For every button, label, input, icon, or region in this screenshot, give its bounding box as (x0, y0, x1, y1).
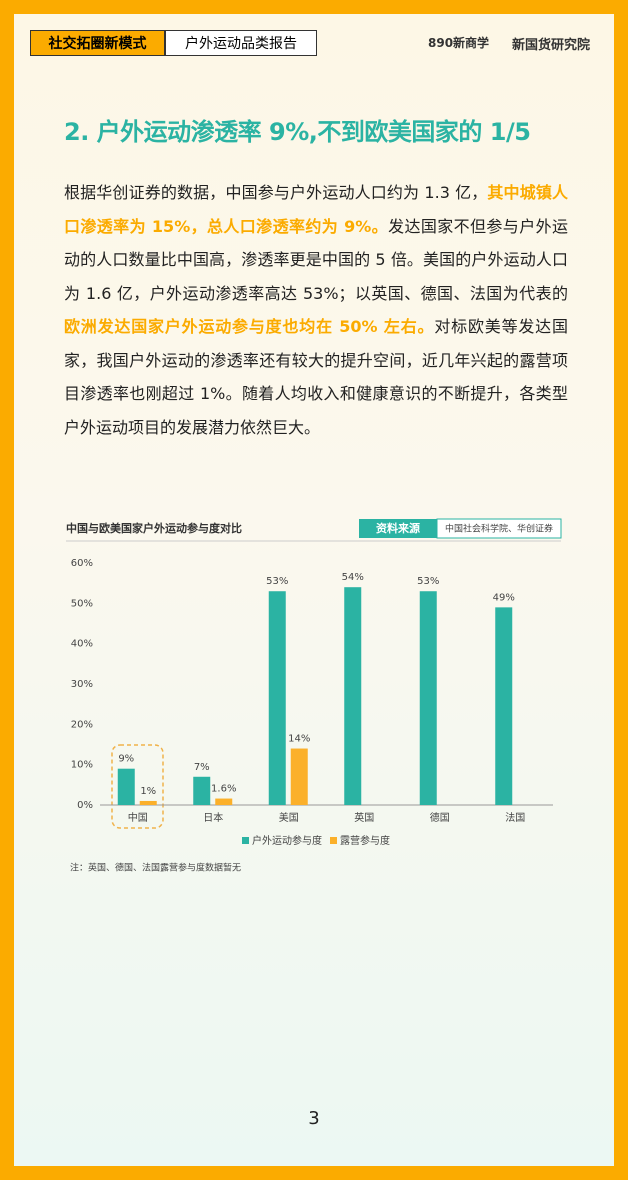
y-tick-label: 40% (71, 639, 93, 650)
header-report: 户外运动品类报告 (165, 30, 317, 56)
legend-label: 户外运动参与度 (252, 834, 322, 847)
text-run: 根据华创证券的数据，中国参与户外运动人口约为 1.3 亿， (64, 183, 488, 202)
x-tick-label: 法国 (505, 811, 525, 824)
x-tick-label: 英国 (354, 811, 374, 824)
bar (290, 748, 308, 805)
header-tab: 社交拓圈新模式 (30, 30, 165, 56)
value-label: 53% (266, 576, 288, 587)
x-tick-label: 中国 (128, 811, 148, 824)
value-label: 54% (342, 572, 364, 583)
text-run: 其中城镇人口渗透率为 15%，总人口渗透率约为 9%。 (64, 183, 568, 236)
source-label: 资料来源 (376, 521, 420, 535)
bar (117, 768, 135, 805)
value-label: 1% (140, 786, 156, 797)
legend-swatch (242, 837, 249, 844)
x-tick-label: 德国 (430, 811, 450, 824)
source-box (436, 518, 562, 539)
source-tag (359, 519, 437, 538)
value-label: 53% (417, 576, 439, 587)
bar (268, 591, 286, 805)
note: 注：英国、德国、法国露营参与度数据暂无 (70, 862, 241, 874)
paragraph: 根据华创证券的数据，中国参与户外运动人口约为 1.3 亿，其中城镇人口渗透率为 … (64, 176, 568, 444)
text-run: 对标欧美等发达国家，我国户外运动的渗透率还有较大的提升空间，近几年兴起的露营项目… (64, 317, 568, 437)
page-number: 3 (308, 1108, 320, 1129)
text-run: 欧洲发达国家户外运动参与度也均在 50% 左右。 (64, 317, 435, 336)
y-tick-label: 50% (71, 598, 93, 609)
value-label: 7% (194, 762, 210, 773)
bar (495, 607, 513, 805)
value-label: 49% (493, 592, 515, 603)
bar (139, 800, 157, 805)
x-tick-label: 日本 (203, 811, 223, 824)
logo: 890新商学 (428, 36, 490, 50)
heading: 2. 户外运动渗透率 9%,不到欧美国家的 1/5 (64, 118, 531, 146)
highlight-box (111, 744, 164, 829)
y-tick-label: 10% (71, 760, 93, 771)
source: 中国社会科学院、华创证券 (445, 523, 553, 535)
bar (419, 591, 437, 805)
y-tick-label: 60% (71, 558, 93, 569)
value-label: 9% (118, 754, 134, 765)
legend-swatch (330, 837, 337, 844)
bar (193, 776, 211, 805)
chart-title: 中国与欧美国家户外运动参与度对比 (66, 521, 242, 535)
x-tick-label: 美国 (279, 811, 299, 824)
value-label: 1.6% (211, 784, 236, 795)
logo: 新国货研究院 (512, 38, 591, 53)
y-tick-label: 0% (77, 800, 93, 811)
legend-label: 露营参与度 (340, 834, 390, 847)
page-body (14, 14, 614, 1166)
bar (215, 798, 233, 805)
y-tick-label: 20% (71, 719, 93, 730)
chart: 中国与欧美国家户外运动参与度对比 资料来源 中国社会科学院、华创证券 注：英国、… (66, 518, 562, 874)
y-tick-label: 30% (71, 679, 93, 690)
text-run: 发达国家不但参与户外运动的人口数量比中国高，渗透率更是中国的 5 倍。美国的户外… (64, 216, 568, 303)
value-label: 14% (288, 734, 310, 745)
bar (344, 587, 362, 805)
